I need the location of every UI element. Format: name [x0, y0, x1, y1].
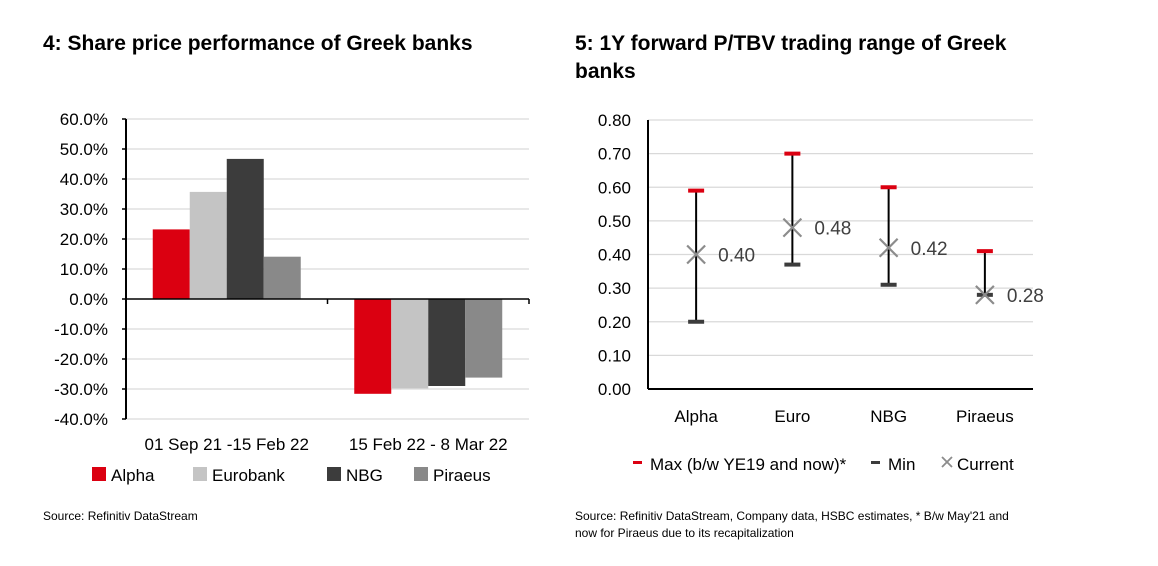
legend-label: Current: [957, 455, 1014, 474]
y-tick-label: 60.0%: [60, 110, 108, 129]
max-marker: [976, 249, 993, 254]
bar-alpha: [152, 229, 190, 299]
current-marker: [878, 237, 899, 258]
y-tick-label: -10.0%: [54, 320, 108, 339]
y-tick-label: 0.20: [598, 313, 631, 332]
y-tick-label: -40.0%: [54, 410, 108, 429]
bar-piraeus: [263, 256, 301, 299]
y-tick-label: 40.0%: [60, 170, 108, 189]
y-tick-label: 0.60: [598, 178, 631, 197]
min-marker: [880, 282, 897, 287]
bar-eurobank: [391, 299, 429, 389]
y-tick-label: 0.70: [598, 145, 631, 164]
chart4-title: 4: Share price performance of Greek bank…: [43, 32, 473, 55]
y-tick-label: -20.0%: [54, 350, 108, 369]
y-tick-label: 0.10: [598, 346, 631, 365]
chart5-ptbv-range: 0.80 0.70 0.60 0.50 0.40 0.30 0.20 0.10 0.00 0.40…: [598, 111, 1044, 474]
legend-swatch: [327, 467, 341, 481]
current-marker: [686, 244, 706, 265]
current-data-label: 0.28: [1007, 286, 1044, 307]
y-tick-label: 0.0%: [69, 290, 108, 309]
x-category-label: NBG: [870, 407, 907, 426]
current-marker: [782, 217, 803, 238]
legend-swatch: [193, 467, 207, 481]
legend-label: Eurobank: [212, 466, 285, 485]
legend-swatch: [92, 467, 106, 481]
min-marker: [784, 262, 801, 267]
max-marker: [880, 185, 897, 190]
chart5-source-line2: now for Piraeus due to its recapitalizat…: [575, 526, 794, 540]
current-data-label: 0.40: [718, 246, 755, 267]
x-category-label: 15 Feb 22 - 8 Mar 22: [349, 435, 508, 454]
legend-label: Piraeus: [433, 466, 491, 485]
legend-max-swatch: [633, 461, 642, 464]
y-tick-label: 30.0%: [60, 200, 108, 219]
bar-eurobank: [189, 191, 227, 299]
current-data-label: 0.42: [911, 239, 948, 260]
x-category-label: 01 Sep 21 -15 Feb 22: [145, 435, 309, 454]
legend-min-swatch: [871, 461, 880, 464]
min-marker: [688, 319, 705, 324]
x-category-label: Alpha: [674, 407, 718, 426]
y-tick-label: 50.0%: [60, 140, 108, 159]
y-tick-label: -30.0%: [54, 380, 108, 399]
legend-label: Min: [888, 455, 915, 474]
legend-label: NBG: [346, 466, 383, 485]
y-tick-label: 0.50: [598, 212, 631, 231]
legend-label: Max (b/w YE19 and now)*: [650, 455, 847, 474]
y-tick-label: 20.0%: [60, 230, 108, 249]
chart5-title: 5: 1Y forward P/TBV trading range of Gre…: [575, 32, 1007, 83]
bar-nbg: [226, 158, 264, 299]
current-marker: [975, 285, 995, 305]
legend-label: Alpha: [111, 466, 155, 485]
max-marker: [784, 151, 801, 156]
current-data-label: 0.48: [814, 219, 851, 240]
bar-nbg: [428, 299, 466, 386]
chart4-share-price: 60.0% 50.0% 40.0% 30.0% 20.0% 10.0% 0.0% -10.0%…: [54, 110, 530, 485]
y-tick-label: 10.0%: [60, 260, 108, 279]
max-marker: [688, 188, 705, 193]
legend-swatch: [414, 467, 428, 481]
legend-current-swatch: [941, 456, 953, 468]
x-category-label: Piraeus: [956, 407, 1014, 426]
x-category-label: Euro: [774, 407, 810, 426]
bar-piraeus: [465, 299, 503, 378]
y-tick-label: 0.80: [598, 111, 631, 130]
bar-alpha: [354, 299, 392, 394]
y-tick-label: 0.30: [598, 279, 631, 298]
y-tick-label: 0.40: [598, 246, 631, 265]
chart5-source-line1: Source: Refinitiv DataStream, Company da…: [575, 509, 1009, 523]
chart4-source: Source: Refinitiv DataStream: [43, 509, 198, 523]
y-tick-label: 0.00: [598, 380, 631, 399]
